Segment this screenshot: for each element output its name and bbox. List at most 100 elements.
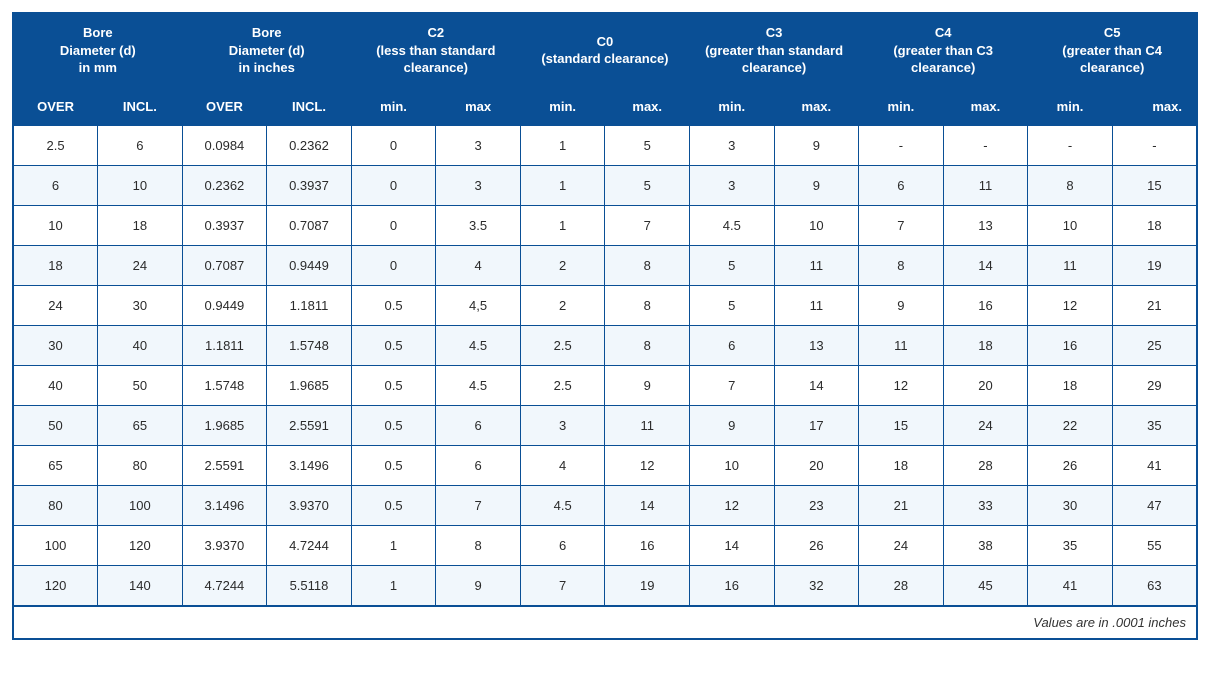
table-cell: 2.5591 <box>267 406 352 446</box>
table-cell: 28 <box>859 566 944 606</box>
table-row: 50651.96852.55910.5631191715242235 <box>13 406 1197 446</box>
table-cell: 9 <box>690 406 775 446</box>
table-cell: 55 <box>1112 526 1197 566</box>
table-cell: 16 <box>1028 326 1113 366</box>
table-cell: 19 <box>605 566 690 606</box>
group-header: C3(greater than standardclearance) <box>690 13 859 87</box>
table-row: 1201404.72445.511819719163228454163 <box>13 566 1197 606</box>
table-cell: 41 <box>1112 446 1197 486</box>
table-cell: 24 <box>98 246 183 286</box>
table-cell: 1.9685 <box>182 406 267 446</box>
table-cell: 6 <box>436 406 521 446</box>
group-header-line: C5 <box>1104 25 1121 40</box>
group-header-line: (greater than standard <box>705 43 843 58</box>
table-cell: 11 <box>774 286 859 326</box>
table-cell: 11 <box>774 246 859 286</box>
table-cell: 16 <box>690 566 775 606</box>
group-header-line: C0 <box>597 34 614 49</box>
table-cell: - <box>1112 126 1197 166</box>
table-cell: 6 <box>98 126 183 166</box>
group-header-line: clearance) <box>911 60 975 75</box>
table-cell: 3.5 <box>436 206 521 246</box>
table-cell: 12 <box>690 486 775 526</box>
table-cell: 4.5 <box>520 486 605 526</box>
table-row: 1001203.93704.724418616142624383555 <box>13 526 1197 566</box>
group-header: C4 (greater than C3 clearance) <box>859 13 1028 87</box>
table-row: 65802.55913.14960.56412102018282641 <box>13 446 1197 486</box>
table-cell: 2.5 <box>520 326 605 366</box>
table-cell: 0.5 <box>351 326 436 366</box>
table-cell: 5 <box>690 286 775 326</box>
table-cell: 11 <box>1028 246 1113 286</box>
table-cell: 16 <box>605 526 690 566</box>
table-cell: 6 <box>436 446 521 486</box>
table-cell: 35 <box>1112 406 1197 446</box>
table-cell: 3 <box>690 126 775 166</box>
table-cell: 18 <box>859 446 944 486</box>
group-header-line: (less than standard <box>376 43 495 58</box>
table-cell: 15 <box>859 406 944 446</box>
table-cell: 10 <box>1028 206 1113 246</box>
table-cell: 0 <box>351 246 436 286</box>
table-cell: 0.2362 <box>182 166 267 206</box>
table-cell: 2 <box>520 246 605 286</box>
table-cell: 9 <box>859 286 944 326</box>
clearance-table: BoreDiameter (d)in mmBoreDiameter (d)in … <box>12 12 1198 640</box>
table-cell: 10 <box>774 206 859 246</box>
table-cell: 30 <box>98 286 183 326</box>
group-header: C2(less than standardclearance) <box>351 13 520 87</box>
table-cell: 0.5 <box>351 406 436 446</box>
table-cell: 30 <box>13 326 98 366</box>
table-cell: 19 <box>1112 246 1197 286</box>
table-cell: 1.5748 <box>267 326 352 366</box>
table-header: BoreDiameter (d)in mmBoreDiameter (d)in … <box>13 13 1197 126</box>
table-cell: 0.9449 <box>182 286 267 326</box>
table-cell: 14 <box>774 366 859 406</box>
table-cell: 3.9370 <box>182 526 267 566</box>
table-cell: 3 <box>520 406 605 446</box>
group-header-line: C3 <box>766 25 783 40</box>
table-cell: 1.1811 <box>182 326 267 366</box>
table-cell: 50 <box>98 366 183 406</box>
group-header-line: (standard clearance) <box>541 51 668 66</box>
sub-header: min. <box>1028 87 1113 126</box>
group-header: C0 (standard clearance) <box>520 13 689 87</box>
table-cell: 8 <box>1028 166 1113 206</box>
table-cell: 33 <box>943 486 1028 526</box>
table-cell: 26 <box>1028 446 1113 486</box>
table-cell: 7 <box>605 206 690 246</box>
table-footer: Values are in .0001 inches <box>13 606 1197 639</box>
table-cell: 25 <box>1112 326 1197 366</box>
table-cell: 3 <box>436 166 521 206</box>
sub-header: max. <box>605 87 690 126</box>
table-cell: 2.5 <box>13 126 98 166</box>
table-cell: 9 <box>774 126 859 166</box>
table-cell: 18 <box>1028 366 1113 406</box>
group-header-line: clearance) <box>1080 60 1144 75</box>
table-cell: 12 <box>1028 286 1113 326</box>
sub-header: min. <box>351 87 436 126</box>
table-cell: 4.5 <box>690 206 775 246</box>
sub-header: min. <box>520 87 605 126</box>
table-cell: 3 <box>690 166 775 206</box>
table-cell: 2.5591 <box>182 446 267 486</box>
table-cell: 6 <box>859 166 944 206</box>
group-header-line: C4 <box>935 25 952 40</box>
table-cell: 3.1496 <box>182 486 267 526</box>
table-cell: 6 <box>690 326 775 366</box>
table-cell: 80 <box>13 486 98 526</box>
table-cell: 17 <box>774 406 859 446</box>
sub-header: max. <box>1112 87 1197 126</box>
table-cell: 12 <box>859 366 944 406</box>
table-cell: 24 <box>859 526 944 566</box>
table-cell: 8 <box>605 286 690 326</box>
table-cell: 38 <box>943 526 1028 566</box>
table-cell: 65 <box>98 406 183 446</box>
table-cell: 65 <box>13 446 98 486</box>
table-cell: 0.0984 <box>182 126 267 166</box>
table-cell: 0.7087 <box>267 206 352 246</box>
table-cell: 3.1496 <box>267 446 352 486</box>
table-cell: 11 <box>605 406 690 446</box>
group-header-line: (greater than C3 <box>893 43 993 58</box>
sub-header: max <box>436 87 521 126</box>
